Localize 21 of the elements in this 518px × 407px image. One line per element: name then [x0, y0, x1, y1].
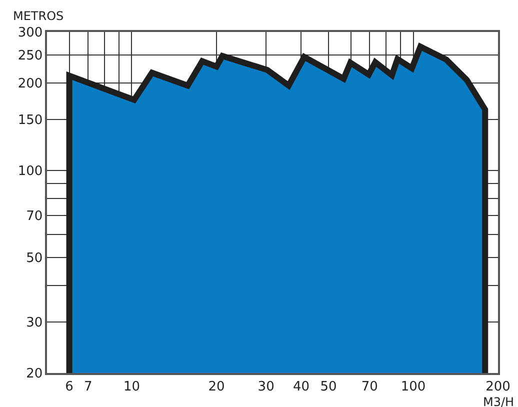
x-tick-label: 50: [320, 379, 337, 394]
x-tick-label: 40: [292, 379, 310, 394]
x-tick-label: 7: [84, 379, 92, 394]
y-tick-label: 300: [18, 26, 43, 41]
y-tick-label: 250: [18, 48, 43, 64]
x-axis-title: M3/H: [483, 395, 514, 407]
y-tick-label: 30: [26, 315, 43, 330]
x-tick-label: 100: [400, 379, 426, 394]
y-tick-label: 20: [26, 366, 43, 382]
x-tick-label: 30: [258, 379, 274, 394]
y-tick-label: 50: [26, 251, 43, 266]
x-tick-label: 70: [361, 379, 378, 394]
x-tick-label: 20: [208, 379, 225, 394]
y-tick-label: 200: [18, 76, 43, 92]
x-tick-label: 6: [65, 379, 74, 394]
y-tick-label: 150: [18, 112, 43, 128]
x-tick-label: 200: [486, 379, 510, 394]
y-tick-label: 70: [26, 208, 43, 224]
y-axis-title: METROS: [13, 9, 64, 23]
y-tick-label: 100: [18, 164, 43, 179]
x-tick-label: 10: [123, 379, 140, 394]
